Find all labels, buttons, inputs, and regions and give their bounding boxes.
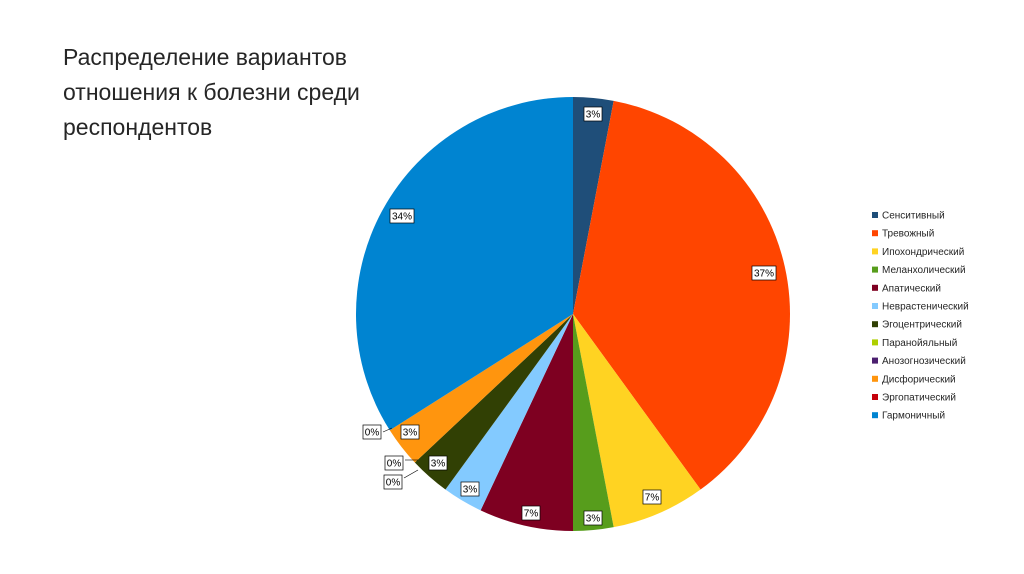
data-label-box xyxy=(583,106,603,122)
slice-4 xyxy=(573,314,614,531)
slice-10 xyxy=(389,314,573,463)
data-label-box xyxy=(521,505,541,521)
data-label-box xyxy=(751,265,777,281)
data-label-box xyxy=(642,489,662,505)
legend: Сенситивный Тревожный Ипохондрический Мелан… xyxy=(872,211,969,422)
data-label-text: 3% xyxy=(431,459,446,470)
data-labels: 3% 37% 7% 3% 7% 3% 3% 0% 0% 3% 0% 34% xyxy=(362,106,777,526)
data-label-7: 3% xyxy=(428,455,448,471)
data-label-text: 37% xyxy=(754,269,774,280)
legend-item-3: Ипохондрический xyxy=(872,247,964,258)
data-label-text: 0% xyxy=(387,459,402,470)
data-label-box xyxy=(362,424,382,440)
data-label-box xyxy=(428,455,448,471)
slice-7 xyxy=(414,314,573,490)
data-label-2: 37% xyxy=(751,265,777,281)
legend-label: Тревожный xyxy=(882,229,934,240)
data-label-11: 0% xyxy=(362,424,382,440)
data-label-box xyxy=(460,481,480,497)
data-label-4: 3% xyxy=(583,510,603,526)
data-label-9: 0% xyxy=(384,455,404,471)
slice-2 xyxy=(573,100,790,490)
slice-12 xyxy=(356,97,573,431)
legend-label: Дисфорический xyxy=(882,373,956,385)
legend-label: Гармоничный xyxy=(882,411,945,422)
data-label-6: 3% xyxy=(460,481,480,497)
data-label-text: 3% xyxy=(586,514,601,525)
data-label-text: 3% xyxy=(463,485,478,496)
data-label-box xyxy=(384,455,404,471)
data-label-3: 7% xyxy=(642,489,662,505)
data-label-text: 0% xyxy=(365,428,380,439)
legend-item-11: Эргопатический xyxy=(872,393,956,404)
label-leader-lines xyxy=(382,427,419,479)
data-label-box xyxy=(400,424,420,440)
slice-3 xyxy=(573,314,701,528)
legend-item-6: Неврастенический xyxy=(872,302,969,313)
legend-item-1: Сенситивный xyxy=(872,211,945,222)
data-label-1: 3% xyxy=(583,106,603,122)
legend-swatch xyxy=(872,412,878,419)
legend-item-9: Анозогнозический xyxy=(872,356,966,367)
legend-swatch xyxy=(872,284,878,291)
legend-swatch xyxy=(872,266,878,273)
leader-line-11 xyxy=(382,427,393,433)
slice-5 xyxy=(480,314,573,531)
legend-label: Эргопатический xyxy=(882,393,956,404)
data-label-text: 0% xyxy=(386,478,401,489)
data-label-10: 3% xyxy=(400,424,420,440)
data-label-text: 7% xyxy=(524,509,539,520)
data-label-12: 34% xyxy=(389,208,415,224)
legend-item-8: Паранойяльный xyxy=(872,338,957,349)
data-label-text: 3% xyxy=(403,428,418,439)
data-label-box xyxy=(389,208,415,224)
legend-label: Анозогнозический xyxy=(882,356,966,367)
legend-item-10: Дисфорический xyxy=(872,373,956,385)
pie-slices xyxy=(356,97,790,531)
legend-item-2: Тревожный xyxy=(872,229,934,240)
legend-swatch xyxy=(872,321,878,328)
legend-item-5: Апатический xyxy=(872,283,941,294)
slice-6 xyxy=(445,314,573,511)
legend-label: Меланхолический xyxy=(882,265,966,276)
legend-label: Ипохондрический xyxy=(882,247,964,258)
legend-item-4: Меланхолический xyxy=(872,265,966,276)
legend-item-7: Эгоцентрический xyxy=(872,320,962,331)
legend-swatch xyxy=(872,248,878,255)
legend-swatch xyxy=(872,375,878,382)
legend-swatch xyxy=(872,394,878,400)
slice-1 xyxy=(573,97,614,314)
data-label-box xyxy=(383,474,403,490)
legend-swatch xyxy=(872,339,878,346)
legend-label: Паранойяльный xyxy=(882,338,957,349)
data-label-text: 3% xyxy=(586,110,601,121)
data-label-text: 7% xyxy=(645,493,660,504)
legend-swatch xyxy=(872,212,878,218)
legend-label: Сенситивный xyxy=(882,211,945,222)
legend-item-12: Гармоничный xyxy=(872,411,945,422)
data-label-8: 0% xyxy=(383,474,403,490)
chart-title: Распределение вариантов отношения к боле… xyxy=(63,44,360,140)
legend-swatch xyxy=(872,303,878,309)
data-label-text: 34% xyxy=(392,212,412,223)
data-label-box xyxy=(583,510,603,526)
leader-line-8 xyxy=(403,469,419,479)
legend-swatch xyxy=(872,357,878,364)
legend-label: Апатический xyxy=(882,283,941,294)
legend-label: Неврастенический xyxy=(882,302,969,313)
data-label-5: 7% xyxy=(521,505,541,521)
legend-label: Эгоцентрический xyxy=(882,320,962,331)
legend-swatch xyxy=(872,230,878,237)
